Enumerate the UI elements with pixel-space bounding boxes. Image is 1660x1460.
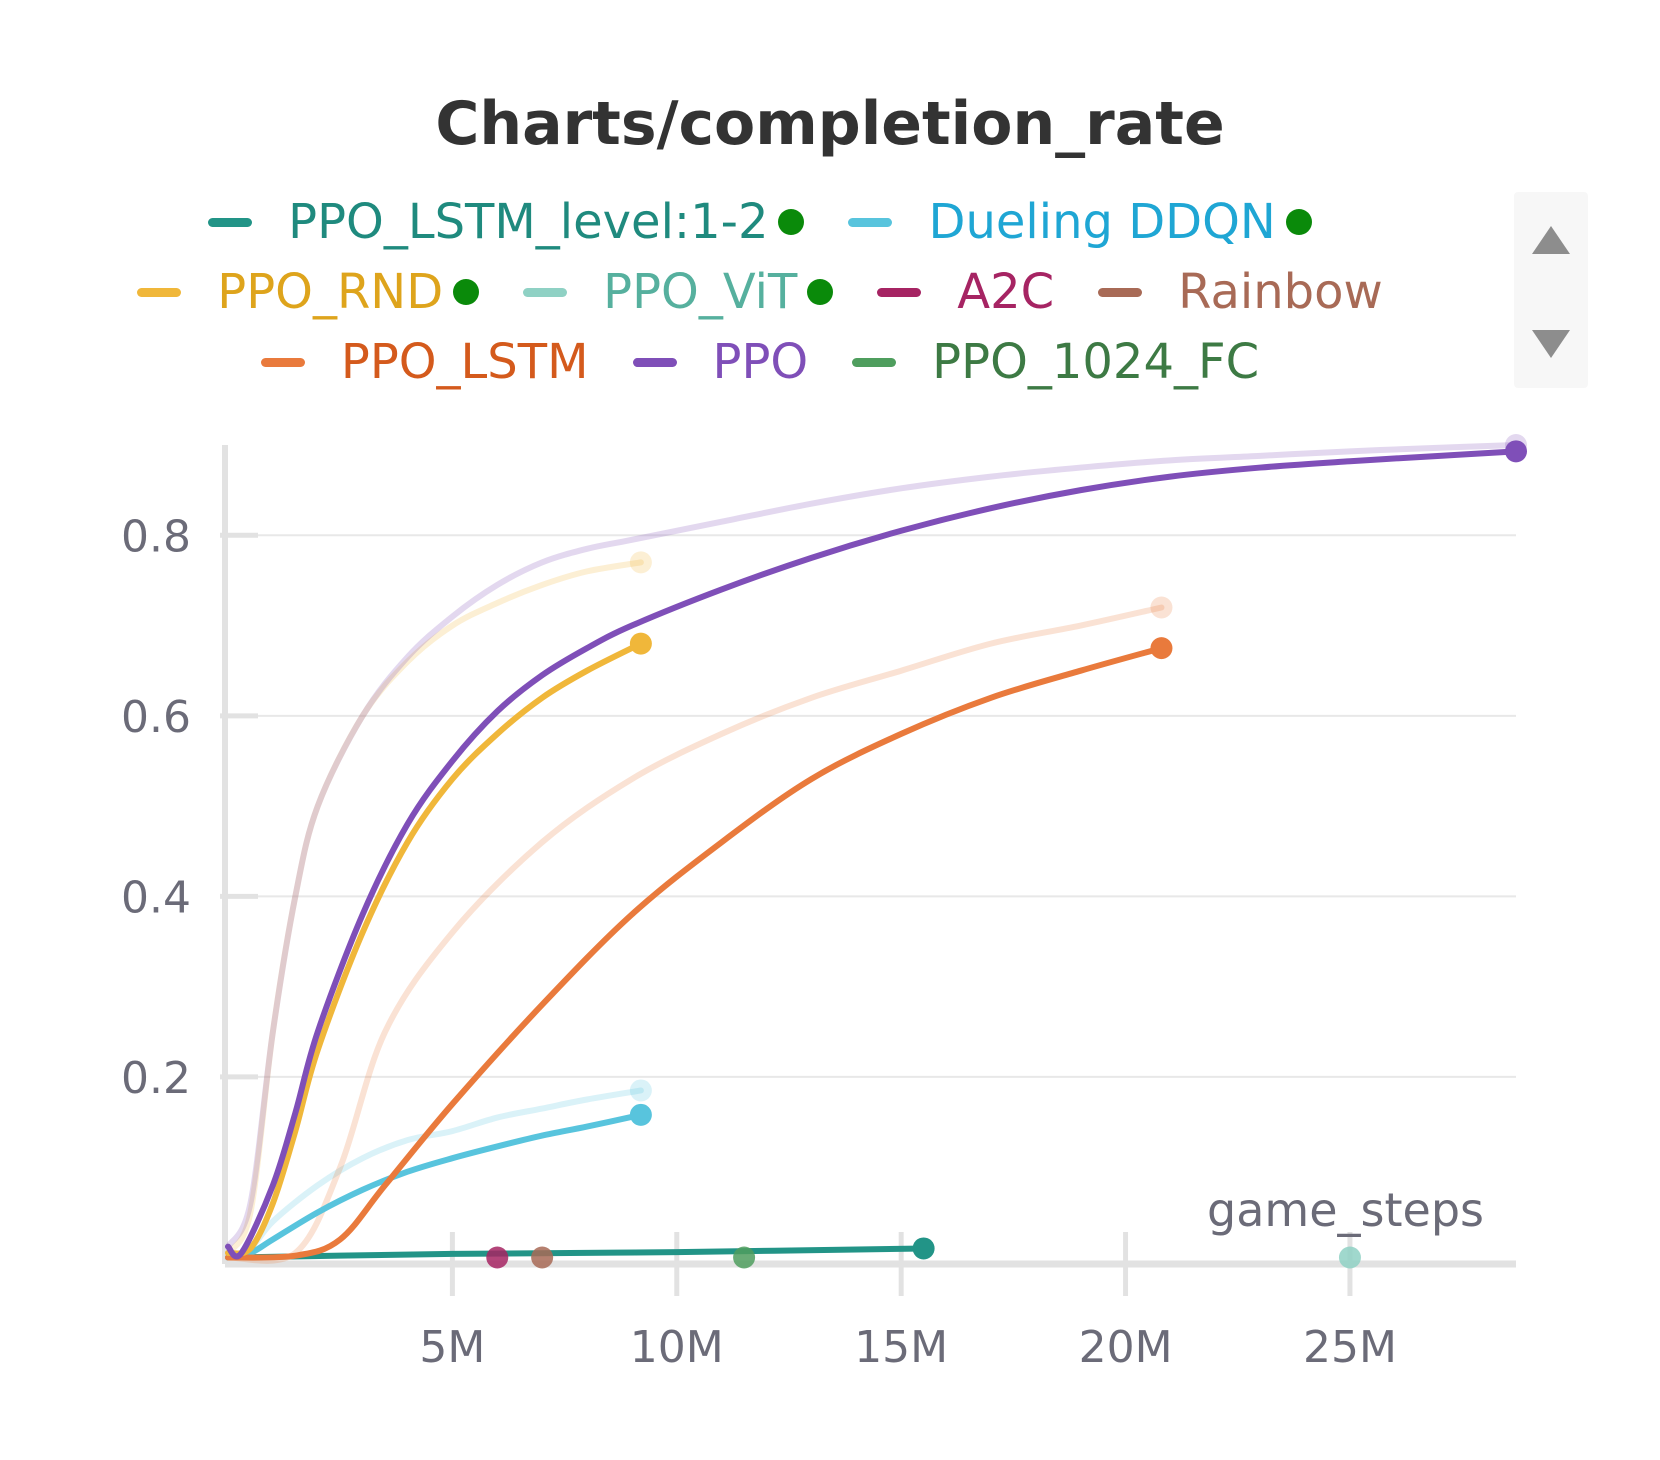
- series-line-ppo-rnd[interactable]: [225, 640, 644, 1257]
- legend-scroll: [1514, 192, 1588, 388]
- endpoint-marker-dueling-ddqn[interactable]: [629, 1103, 652, 1126]
- series-line-ppo-lstm-level-1-2[interactable]: [225, 1245, 927, 1261]
- legend-item-ppo[interactable]: PPO: [632, 332, 809, 392]
- legend-item-ppo-rnd[interactable]: PPO_RND: [137, 262, 480, 322]
- y-tick-label: 0.6: [121, 692, 191, 743]
- y-tick-label: 0.4: [121, 872, 191, 923]
- series-raw-dueling-ddqn: [225, 1087, 644, 1261]
- tick-labels: 0.2 0.4 0.6 0.8 5M 10M 15M 20M 25M: [121, 511, 1397, 1373]
- series-line-ppo-lstm[interactable]: [225, 645, 1165, 1261]
- legend-row: PPO_RND PPO_ViT A2C Rainbow: [0, 262, 1520, 322]
- y-tick-label: 0.2: [121, 1053, 191, 1104]
- scroll-down-icon[interactable]: [1532, 330, 1570, 358]
- legend-row: PPO_LSTM PPO PPO_1024_FC: [0, 332, 1520, 392]
- endpoint-marker-ppo[interactable]: [1505, 440, 1527, 463]
- legend-row: PPO_LSTM_level:1-2 Dueling DDQN: [0, 192, 1520, 252]
- endpoint-marker-ppo-rnd[interactable]: [629, 632, 652, 655]
- endpoint-marker-ppo-lstm[interactable]: [1150, 637, 1173, 660]
- legend-swatch: [137, 287, 182, 297]
- legend-item-ppo-vit[interactable]: PPO_ViT: [523, 262, 834, 322]
- endpoint-marker-rainbow[interactable]: [531, 1246, 554, 1269]
- legend-swatch: [1098, 287, 1143, 297]
- active-run-dot-icon: [453, 279, 480, 305]
- endpoint-marker-ppo-lstm-level-1-2[interactable]: [912, 1237, 935, 1260]
- series-line-ppo[interactable]: [225, 448, 1519, 1260]
- legend-label: Dueling DDQN: [928, 194, 1276, 250]
- legend-label: A2C: [957, 264, 1055, 320]
- x-tick-label: 20M: [1079, 1322, 1173, 1373]
- x-tick-label: 5M: [419, 1322, 485, 1373]
- endpoint-marker-ppo-vit[interactable]: [1338, 1246, 1361, 1269]
- chart-title: Charts/completion_rate: [435, 89, 1225, 159]
- legend-item-rainbow[interactable]: Rainbow: [1098, 262, 1383, 322]
- raw-series: [225, 442, 1519, 1264]
- raw-endpoint-ppo-lstm: [1150, 596, 1173, 619]
- x-axis-label: game_steps: [1207, 1183, 1484, 1237]
- legend-swatch: [208, 217, 253, 227]
- active-run-dot-icon: [778, 209, 805, 235]
- legend-label: PPO_LSTM_level:1-2: [288, 194, 769, 250]
- smoothed-series: [225, 448, 1519, 1261]
- legend-item-a2c[interactable]: A2C: [877, 262, 1054, 322]
- axes: [220, 445, 1516, 1296]
- legend-label: PPO: [712, 334, 809, 390]
- series-line-dueling-ddqn[interactable]: [225, 1111, 644, 1261]
- series-raw-ppo-lstm: [225, 604, 1165, 1264]
- endpoint-marker-ppo-1024-fc[interactable]: [733, 1246, 756, 1269]
- legend-label: PPO_1024_FC: [932, 334, 1260, 390]
- legend-label: Rainbow: [1178, 264, 1383, 320]
- x-tick-label: 25M: [1303, 1322, 1397, 1373]
- gridlines: [228, 534, 1516, 1078]
- legend-swatch: [852, 357, 897, 367]
- legend-swatch: [632, 357, 677, 367]
- legend-swatch: [877, 287, 922, 297]
- legend-swatch: [523, 287, 568, 297]
- y-tick-label: 0.8: [121, 511, 191, 562]
- legend-label: PPO_RND: [217, 264, 444, 320]
- scroll-up-icon[interactable]: [1532, 226, 1570, 254]
- series-raw-ppo: [225, 442, 1519, 1250]
- legend-item-dueling-ddqn[interactable]: Dueling DDQN: [848, 192, 1312, 252]
- series-raw-ppo-rnd: [225, 559, 644, 1256]
- endpoint-markers: [486, 434, 1527, 1269]
- endpoint-marker-a2c[interactable]: [486, 1246, 509, 1269]
- raw-endpoint-ppo-rnd: [629, 551, 652, 574]
- legend-label: PPO_ViT: [603, 264, 798, 320]
- x-tick-label: 10M: [630, 1322, 724, 1373]
- legend-item-ppo-1024-fc[interactable]: PPO_1024_FC: [852, 332, 1259, 392]
- legend-swatch: [848, 217, 893, 227]
- legend-item-ppo-lstm[interactable]: PPO_LSTM: [260, 332, 589, 392]
- active-run-dot-icon: [1285, 209, 1312, 235]
- legend-label: PPO_LSTM: [340, 334, 589, 390]
- raw-endpoint-dueling-ddqn: [629, 1079, 652, 1102]
- legend-item-ppo-lstm-level-1-2[interactable]: PPO_LSTM_level:1-2: [208, 192, 805, 252]
- active-run-dot-icon: [807, 279, 834, 305]
- x-tick-label: 15M: [854, 1322, 948, 1373]
- legend-swatch: [260, 357, 305, 367]
